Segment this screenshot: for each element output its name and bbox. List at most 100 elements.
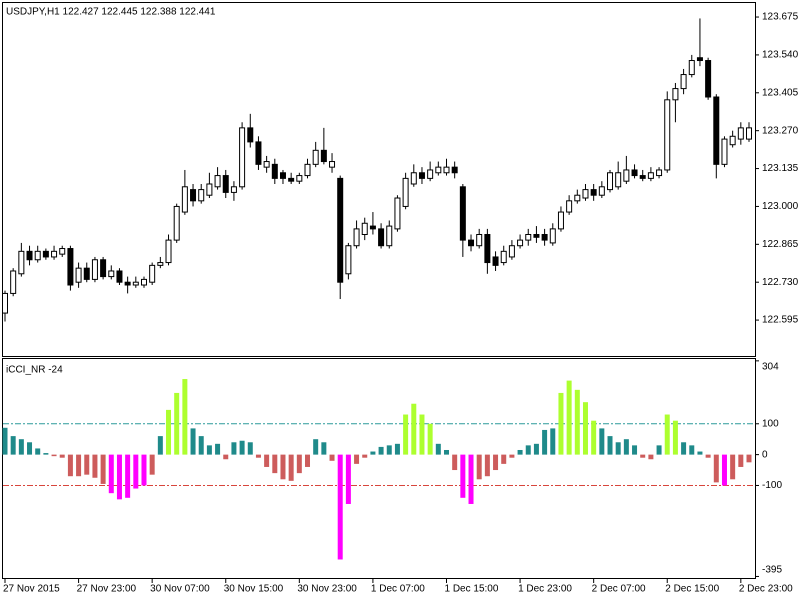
candle-body [116, 270, 123, 283]
histogram-bar [182, 379, 188, 455]
candle-body [476, 233, 483, 247]
histogram-bar [133, 454, 139, 489]
histogram-bar [623, 439, 629, 455]
histogram-bar [721, 454, 727, 486]
candle-body [271, 163, 278, 179]
indicator-title: iCCI_NR -24 [6, 365, 63, 376]
candle-body [484, 233, 491, 264]
histogram-bar [51, 454, 57, 457]
histogram-bar [468, 454, 474, 504]
candle-body [746, 127, 752, 140]
candle-body [549, 228, 556, 244]
histogram-bar [664, 414, 670, 455]
x-tick-label: 2 Dec 07:00 [592, 584, 646, 595]
histogram-bar [574, 389, 580, 455]
y-tick-label: -100 [762, 480, 782, 491]
candle-body [680, 74, 687, 90]
candle-body [51, 250, 58, 258]
candle-body [435, 166, 442, 174]
histogram-bar [525, 445, 531, 455]
candle-body [132, 281, 139, 286]
x-tick-label: 30 Nov 23:00 [297, 584, 357, 595]
candle-body [140, 278, 147, 286]
histogram-bar [174, 392, 180, 455]
histogram-bar [255, 454, 261, 458]
candle-body [26, 250, 33, 261]
candle-body [149, 264, 156, 283]
histogram-bar [108, 454, 114, 494]
histogram-bar [166, 409, 172, 455]
x-tick-label: 2 Dec 15:00 [665, 584, 719, 595]
candle-body [672, 88, 679, 101]
histogram-bar [206, 445, 212, 455]
histogram-bar [403, 414, 409, 455]
candle-body [410, 172, 417, 185]
histogram-bar [125, 454, 131, 498]
candle-body [369, 225, 376, 230]
histogram-bar [157, 436, 163, 455]
candle-body [566, 200, 573, 213]
candle-body [729, 135, 736, 146]
y-tick-label: 122.730 [762, 277, 799, 288]
histogram-bar [141, 454, 147, 486]
histogram-bar [411, 403, 417, 455]
candle-body [696, 57, 703, 62]
y-tick-label: 304 [762, 362, 779, 373]
y-tick-label: 123.675 [762, 12, 799, 23]
candle-body [705, 60, 712, 98]
histogram-bar [18, 439, 24, 455]
y-tick-label: 123.000 [762, 201, 799, 212]
histogram-bar [697, 451, 703, 455]
histogram-bar [713, 454, 719, 483]
histogram-bar [533, 443, 539, 455]
histogram-bar [746, 454, 752, 463]
histogram-bar [378, 446, 384, 455]
candle-body [647, 172, 654, 179]
candle-body [525, 233, 532, 241]
candle-body [713, 96, 720, 165]
candle-body [312, 149, 319, 165]
candle-body [737, 127, 744, 140]
candle-body [582, 189, 589, 199]
candle-body [247, 127, 254, 143]
histogram-bar [305, 454, 311, 467]
y-tick-label: -395 [762, 565, 782, 576]
candle-body [378, 228, 385, 247]
histogram-bar [321, 442, 327, 455]
candle-body [100, 259, 107, 278]
histogram-bar [582, 402, 588, 455]
x-tick-label: 27 Nov 2015 [3, 584, 60, 595]
candle-body [631, 169, 638, 177]
histogram-bar [738, 454, 744, 467]
histogram-bar [116, 454, 122, 500]
candle-body [639, 175, 646, 179]
y-tick-label: 0 [762, 449, 768, 460]
indicator-panel-frame [2, 358, 756, 579]
candle-body [34, 250, 41, 261]
histogram-bar [427, 423, 433, 455]
candle-body [533, 233, 540, 238]
histogram-bar [239, 440, 245, 455]
candle-body [288, 177, 295, 182]
candle-body [304, 163, 311, 177]
x-tick-label: 30 Nov 15:00 [224, 584, 284, 595]
histogram-bar [509, 454, 515, 458]
candle-body [329, 161, 336, 168]
histogram-bar [517, 449, 523, 455]
candle-body [255, 141, 262, 165]
histogram-bar [272, 454, 278, 474]
histogram-bar [599, 428, 605, 455]
y-tick-label: 122.595 [762, 315, 799, 326]
y-tick-label: 123.540 [762, 50, 799, 61]
candle-body [656, 169, 663, 177]
x-tick-label: 1 Dec 23:00 [518, 584, 572, 595]
histogram-bar [656, 445, 662, 455]
histogram-bar [198, 436, 204, 455]
candle-body [607, 172, 614, 191]
candle-body [206, 183, 213, 196]
candle-body [91, 259, 98, 280]
histogram-bar [648, 454, 654, 460]
histogram-bar [149, 454, 155, 475]
